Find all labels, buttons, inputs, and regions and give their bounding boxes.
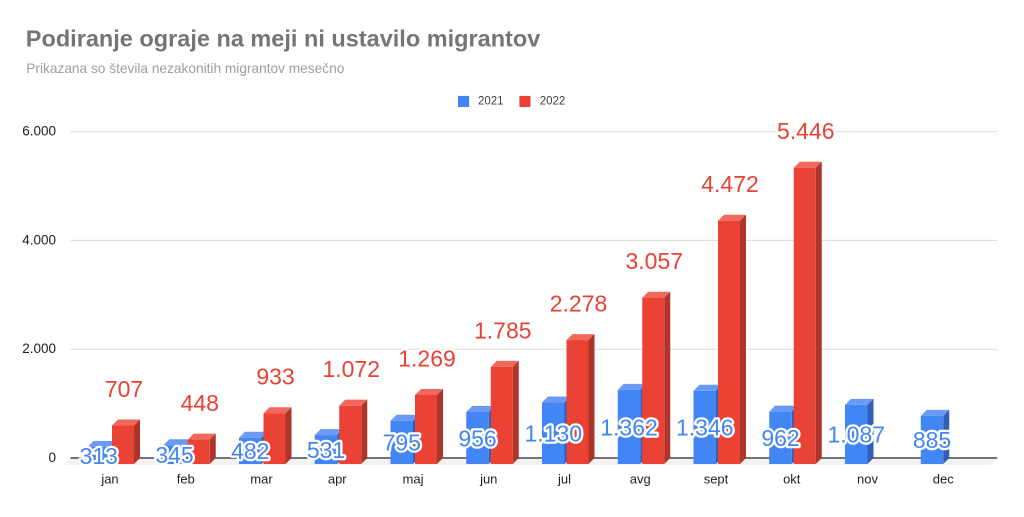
svg-text:1.362: 1.362 (600, 414, 658, 440)
svg-text:Podiranje ograje na meji ni us: Podiranje ograje na meji ni ustavilo mig… (26, 25, 541, 51)
svg-text:feb: feb (177, 472, 195, 487)
svg-text:2022: 2022 (540, 96, 566, 108)
svg-text:933: 933 (256, 364, 294, 390)
svg-text:448: 448 (181, 390, 219, 416)
svg-text:maj: maj (403, 472, 424, 487)
svg-text:1.269: 1.269 (398, 345, 456, 371)
svg-text:nov: nov (857, 472, 878, 487)
svg-text:jul: jul (557, 472, 571, 487)
svg-text:707: 707 (105, 376, 143, 402)
svg-text:313: 313 (80, 443, 118, 469)
svg-text:2.278: 2.278 (550, 290, 608, 316)
svg-text:6.000: 6.000 (22, 124, 56, 139)
svg-text:956: 956 (458, 425, 496, 451)
svg-text:1.785: 1.785 (474, 317, 532, 343)
svg-text:4.000: 4.000 (22, 232, 56, 247)
svg-text:962: 962 (761, 425, 799, 451)
svg-text:2.000: 2.000 (22, 341, 56, 356)
svg-text:4.472: 4.472 (701, 171, 759, 197)
svg-text:1.130: 1.130 (524, 421, 582, 447)
svg-text:mar: mar (250, 472, 273, 487)
svg-text:885: 885 (913, 427, 951, 453)
svg-text:3.057: 3.057 (625, 248, 683, 274)
svg-text:531: 531 (307, 437, 345, 463)
svg-text:jan: jan (100, 472, 118, 487)
svg-text:5.446: 5.446 (777, 118, 835, 144)
svg-text:2021: 2021 (478, 96, 504, 108)
svg-text:795: 795 (383, 430, 421, 456)
svg-text:dec: dec (933, 472, 954, 487)
svg-text:apr: apr (328, 472, 347, 487)
svg-text:jun: jun (479, 472, 497, 487)
svg-text:0: 0 (48, 450, 56, 465)
svg-text:482: 482 (231, 438, 269, 464)
svg-text:1.087: 1.087 (827, 422, 885, 448)
svg-text:1.346: 1.346 (676, 415, 734, 441)
svg-text:345: 345 (155, 442, 193, 468)
svg-text:sept: sept (704, 472, 729, 487)
svg-text:okt: okt (783, 472, 801, 487)
svg-text:Prikazana so števila nezakonit: Prikazana so števila nezakonitih migrant… (26, 61, 344, 76)
svg-text:avg: avg (630, 472, 651, 487)
svg-text:1.072: 1.072 (322, 356, 380, 382)
